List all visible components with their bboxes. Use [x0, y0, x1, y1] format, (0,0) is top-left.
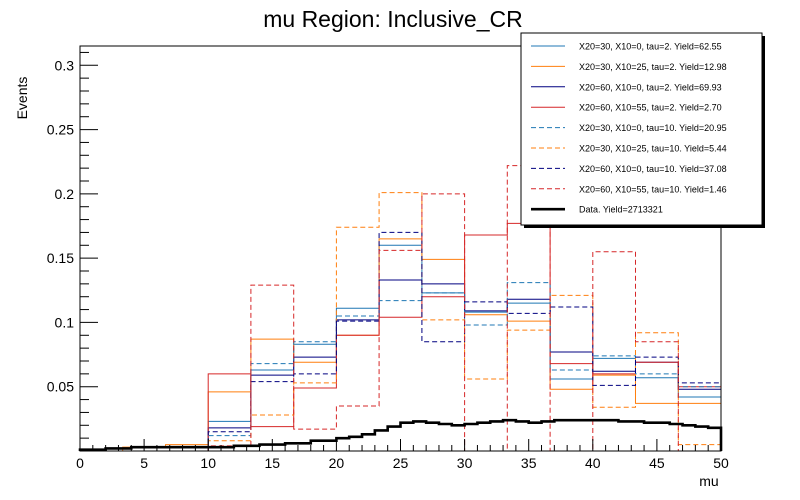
series-line-6: [80, 192, 722, 452]
series-line-7: [80, 231, 722, 452]
x-tick-label: 40: [585, 455, 601, 471]
y-tick-label: 0.15: [47, 250, 74, 266]
series-line-9: [78, 418, 723, 452]
legend-entry-label: X20=60, X10=55, tau=10. Yield=1.46: [579, 184, 727, 194]
x-tick-label: 20: [329, 455, 345, 471]
legend-entry-label: Data. Yield=2713321: [579, 205, 663, 215]
y-tick-label: 0.3: [55, 57, 75, 73]
legend-entry-label: X20=60, X10=0, tau=2. Yield=69.93: [579, 82, 722, 92]
legend-entry-label: X20=30, X10=0, tau=2. Yield=62.55: [579, 42, 722, 52]
y-tick-label: 0.1: [55, 314, 75, 330]
legend-box: [520, 32, 763, 226]
y-tick-label: 0.05: [47, 379, 74, 395]
series-layer: [78, 165, 723, 452]
legend-entry-label: X20=30, X10=25, tau=2. Yield=12.98: [579, 62, 727, 72]
x-tick-label: 30: [457, 455, 473, 471]
legend-entry-label: X20=30, X10=25, tau=10. Yield=5.44: [579, 144, 727, 154]
x-tick-label: 10: [200, 455, 216, 471]
y-tick-label: 0.2: [55, 186, 75, 202]
x-tick-label: 45: [649, 455, 665, 471]
legend-entry-label: X20=60, X10=55, tau=2. Yield=2.70: [579, 103, 722, 113]
x-tick-label: 15: [265, 455, 281, 471]
x-tick-label: 25: [393, 455, 409, 471]
legend: X20=30, X10=0, tau=2. Yield=62.55 X20=30,…: [520, 32, 765, 228]
legend-entry-label: X20=60, X10=0, tau=10. Yield=37.08: [579, 164, 727, 174]
chart-title: mu Region: Inclusive_CR: [263, 6, 523, 32]
y-tick-label: 0.25: [47, 122, 74, 138]
axes: 0 5 10 15 20 25 30 35 40 45 50 0.05 0.1 0.15 0.2 0.25 0.…: [47, 45, 729, 471]
y-axis-label: Events: [14, 77, 30, 120]
x-tick-label: 35: [521, 455, 537, 471]
series-line-2: [80, 238, 722, 452]
x-tick-label: 5: [140, 455, 148, 471]
x-tick-label: 0: [76, 455, 84, 471]
legend-entry-label: X20=30, X10=0, tau=10. Yield=20.95: [579, 123, 727, 133]
x-axis-label: mu: [699, 473, 718, 489]
series-line-4: [80, 222, 722, 452]
x-tick-label: 50: [713, 455, 729, 471]
